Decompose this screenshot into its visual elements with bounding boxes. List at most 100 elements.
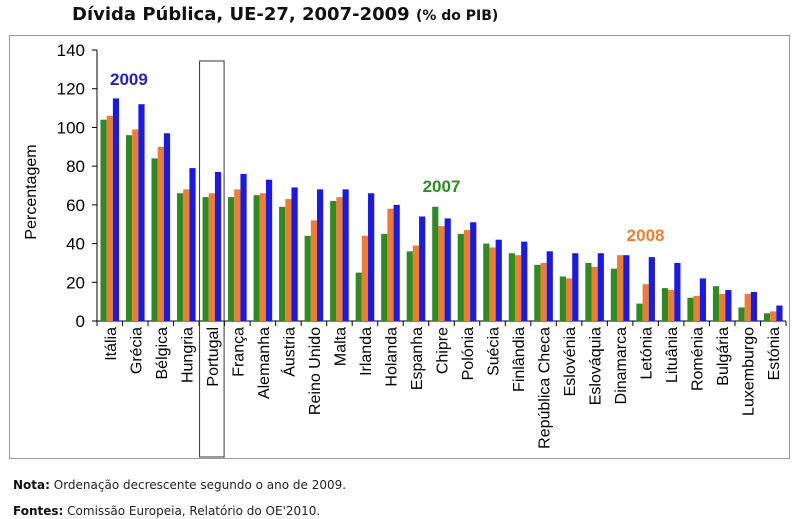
bar-2009-16	[495, 239, 502, 321]
x-category-label: Polónia	[460, 327, 477, 380]
bar-2008-10	[336, 197, 343, 321]
series-label-2008: 2008	[627, 226, 665, 245]
bar-2007-20	[585, 262, 592, 321]
bar-2007-13	[406, 251, 413, 321]
bar-2007-23	[661, 288, 669, 321]
x-category-label: Estónia	[766, 327, 783, 380]
bar-2007-17	[508, 253, 515, 321]
x-category-label: Eslováquia	[588, 327, 605, 405]
bar-2009-2	[138, 104, 145, 321]
bar-2008-11	[361, 235, 369, 321]
bar-2009-7	[265, 179, 273, 321]
bar-2007-18	[534, 264, 541, 321]
bar-2008-19	[565, 278, 573, 321]
bar-2009-25	[725, 290, 732, 321]
y-tick-label: 20	[66, 273, 85, 292]
bar-2008-8	[285, 199, 292, 321]
bar-2007-6	[228, 197, 235, 321]
bar-2007-27	[763, 313, 771, 321]
note-text: Ordenação decrescente segundo o ano de 2…	[53, 478, 347, 492]
bar-2007-21	[610, 268, 618, 321]
bar-2009-6	[240, 173, 247, 321]
bar-2007-11	[355, 272, 362, 321]
x-category-label: Roménia	[690, 327, 707, 391]
bar-2009-11	[368, 193, 375, 321]
chart-frame	[9, 35, 790, 459]
series-label-2007: 2007	[423, 177, 461, 196]
bar-2008-17	[514, 255, 522, 321]
x-category-label: Chipre	[435, 327, 452, 374]
bar-2009-13	[419, 216, 426, 321]
bar-2007-22	[636, 303, 643, 321]
x-category-label: Bulgária	[715, 327, 732, 386]
bar-2007-24	[687, 297, 694, 321]
y-tick-label: 100	[57, 118, 85, 137]
x-category-label: Malta	[332, 327, 349, 366]
series-label-2009: 2009	[110, 70, 148, 89]
bar-2007-4	[177, 193, 184, 321]
x-category-label: Portugal	[205, 327, 222, 387]
bar-2008-4	[183, 189, 190, 321]
y-tick-label: 80	[66, 157, 85, 176]
bar-2007-16	[483, 243, 490, 321]
source-text: Comissão Europeia, Relatório do OE'2010.	[67, 504, 321, 518]
bar-2007-19	[559, 276, 566, 321]
bar-2009-19	[572, 253, 579, 321]
bar-2008-20	[591, 266, 598, 321]
bar-2009-8	[291, 187, 298, 321]
bar-2008-25	[719, 293, 726, 321]
bar-2009-20	[597, 253, 604, 321]
bar-2009-15	[470, 222, 477, 321]
x-category-label: Reino Unido	[307, 327, 324, 415]
bar-2008-18	[540, 262, 547, 321]
bar-2008-22	[642, 284, 649, 321]
x-category-label: Luxemburgo	[741, 327, 758, 416]
bar-2008-24	[693, 295, 700, 321]
bar-2009-10	[342, 189, 349, 321]
x-category-label: Espanha	[409, 327, 426, 390]
bar-2009-27	[776, 305, 783, 321]
bar-2008-1	[106, 115, 113, 321]
bar-2007-14	[432, 206, 439, 321]
x-category-label: República Checa	[537, 327, 554, 449]
bar-2007-10	[330, 200, 337, 321]
bar-2009-18	[546, 251, 553, 321]
bar-2009-5	[214, 171, 222, 321]
bar-2008-2	[132, 129, 139, 321]
bar-2009-26	[750, 291, 758, 321]
bar-2008-26	[744, 293, 751, 321]
y-tick-label: 140	[57, 41, 85, 60]
bar-2007-12	[381, 233, 388, 321]
bar-2009-22	[648, 257, 655, 321]
x-category-label: Holanda	[384, 327, 401, 387]
bar-2009-9	[317, 189, 324, 321]
source: Fontes: Comissão Europeia, Relatório do …	[13, 504, 320, 518]
y-tick-label: 0	[76, 312, 85, 331]
x-category-label: Eslovénia	[562, 327, 579, 396]
bar-2008-6	[234, 189, 241, 321]
bar-2009-17	[521, 241, 528, 321]
title-text: Dívida Pública, UE-27, 2007-2009	[72, 4, 410, 25]
bar-2008-12	[387, 208, 394, 321]
x-category-label: Alemanha	[256, 327, 273, 399]
bar-2008-21	[617, 255, 624, 321]
bar-2008-27	[770, 311, 777, 321]
bar-2007-26	[738, 307, 745, 321]
bar-2007-8	[279, 206, 286, 321]
x-category-label: Bélgica	[154, 327, 171, 380]
bar-2007-25	[712, 286, 720, 321]
bar-2008-14	[438, 226, 445, 321]
x-category-label: França	[230, 327, 247, 377]
bar-2009-3	[163, 133, 171, 321]
x-category-label: Hungria	[179, 327, 196, 383]
note: Nota: Ordenação decrescente segundo o an…	[13, 478, 346, 492]
bar-2007-15	[457, 233, 464, 321]
bar-2009-23	[674, 262, 681, 321]
y-tick-label: 60	[66, 196, 85, 215]
bar-2008-16	[489, 247, 496, 321]
x-category-label: Lituânia	[664, 327, 681, 383]
bar-2009-12	[393, 204, 400, 321]
bar-2009-1	[112, 98, 120, 321]
x-category-label: Grécia	[128, 327, 145, 374]
